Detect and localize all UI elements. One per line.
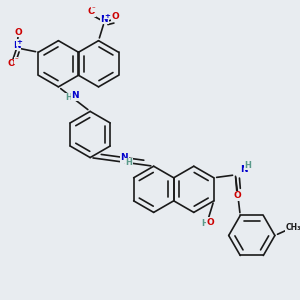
Text: O: O <box>7 59 15 68</box>
Text: O: O <box>87 7 95 16</box>
Text: O: O <box>234 191 241 200</box>
Text: +: + <box>104 13 110 19</box>
Text: H: H <box>125 158 132 167</box>
Text: N: N <box>240 165 247 174</box>
Text: H: H <box>244 160 251 169</box>
Text: ⁻: ⁻ <box>14 57 18 63</box>
Text: N: N <box>71 91 79 100</box>
Text: H: H <box>65 93 72 102</box>
Text: CH₃: CH₃ <box>285 223 300 232</box>
Text: N: N <box>100 14 108 23</box>
Text: O: O <box>112 12 120 21</box>
Text: N: N <box>120 153 128 162</box>
Text: O: O <box>14 28 22 37</box>
Text: N: N <box>13 40 21 50</box>
Text: +: + <box>16 39 22 45</box>
Text: ⁻: ⁻ <box>92 6 95 12</box>
Text: H: H <box>201 219 208 228</box>
Text: O: O <box>206 218 214 227</box>
